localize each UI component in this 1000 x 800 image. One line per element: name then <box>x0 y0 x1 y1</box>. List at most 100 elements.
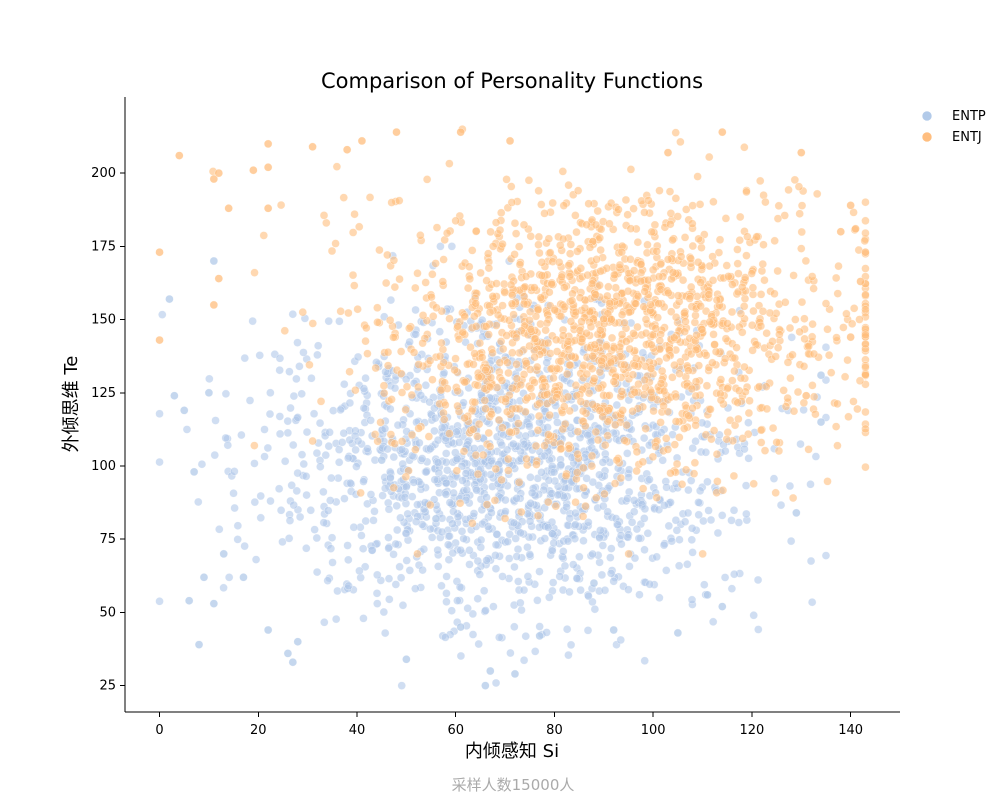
entj-point <box>804 342 813 351</box>
entp-point <box>470 459 480 468</box>
entp-point <box>623 533 633 542</box>
entj-point <box>495 358 505 367</box>
entp-point <box>639 433 649 443</box>
entj-point <box>392 127 401 137</box>
entj-point <box>526 384 536 393</box>
entj-point <box>514 242 524 251</box>
entp-point <box>237 430 246 440</box>
entj-point <box>684 366 693 375</box>
entp-point <box>413 500 422 509</box>
entj-point <box>572 391 582 400</box>
entj-point <box>460 413 469 423</box>
entj-point <box>849 397 858 406</box>
entj-point <box>808 381 817 390</box>
entj-point <box>484 263 494 273</box>
entp-point <box>389 452 399 462</box>
entj-point <box>692 330 701 340</box>
entj-point <box>603 431 612 440</box>
entp-point <box>373 570 382 580</box>
entj-point <box>823 477 832 486</box>
entj-point <box>453 401 462 411</box>
entj-point <box>411 445 420 454</box>
entp-point <box>584 518 593 527</box>
entj-point <box>606 358 616 367</box>
entj-point <box>468 519 477 528</box>
entj-point <box>861 462 870 472</box>
entp-point <box>445 531 454 541</box>
entj-point <box>797 227 806 237</box>
entj-point <box>376 418 385 427</box>
chart-title: Comparison of Personality Functions <box>321 69 703 93</box>
entj-point <box>567 296 577 305</box>
entj-point <box>602 342 611 351</box>
entp-point <box>405 337 414 347</box>
entp-point <box>544 476 554 485</box>
entj-point <box>781 298 790 307</box>
entp-point <box>401 528 411 538</box>
entj-point <box>712 449 722 459</box>
entp-point <box>564 650 573 660</box>
entj-point <box>712 295 722 305</box>
entj-point <box>534 411 544 421</box>
entj-point <box>790 175 800 185</box>
entp-point <box>336 405 345 415</box>
entp-point <box>398 601 408 610</box>
entp-point <box>402 482 411 492</box>
entj-point <box>541 325 550 335</box>
entp-point <box>436 242 445 251</box>
entp-point <box>433 458 443 467</box>
entj-point <box>833 441 842 450</box>
entj-point <box>654 272 664 281</box>
entp-point <box>473 594 482 603</box>
entp-point <box>463 604 472 613</box>
entj-point <box>480 396 490 405</box>
entj-point <box>708 358 717 368</box>
entp-point <box>361 516 370 526</box>
entj-point <box>573 186 583 195</box>
entj-point <box>756 321 766 331</box>
entj-point <box>214 274 224 283</box>
entj-point <box>441 400 450 410</box>
entj-point <box>460 377 469 387</box>
entj-point <box>839 323 848 332</box>
entp-point <box>337 438 347 447</box>
entj-point <box>418 311 428 320</box>
entj-point <box>350 209 359 219</box>
entj-point <box>332 162 342 171</box>
y-ticks: 25 50 75 100 125 150 175 200 <box>91 166 125 694</box>
entj-point <box>505 427 514 437</box>
entp-point <box>469 509 479 518</box>
entj-point <box>676 137 685 147</box>
entp-point <box>664 521 674 531</box>
entj-point <box>526 232 535 241</box>
entj-point <box>545 410 554 420</box>
entj-point <box>471 450 481 460</box>
entj-point <box>512 333 521 343</box>
entj-point <box>663 148 673 157</box>
entp-point <box>299 348 308 357</box>
entj-point <box>644 196 653 205</box>
entp-point <box>468 609 478 619</box>
entj-point <box>625 276 635 285</box>
entp-point <box>483 522 493 531</box>
entp-point <box>442 465 452 475</box>
entp-point <box>426 444 435 453</box>
entj-point <box>578 406 588 416</box>
entp-point <box>361 373 370 383</box>
entp-point <box>400 493 410 502</box>
entp-point <box>456 651 466 661</box>
entj-point <box>666 219 675 229</box>
entp-point <box>289 391 299 401</box>
entp-point <box>481 606 490 615</box>
entj-point <box>680 233 690 242</box>
entj-point <box>544 497 553 507</box>
entj-point <box>414 360 423 369</box>
entj-point <box>373 318 382 327</box>
entj-point <box>861 247 870 257</box>
entp-point <box>448 519 457 528</box>
entj-point <box>451 216 460 226</box>
entj-point <box>600 489 609 499</box>
entj-point <box>733 259 742 268</box>
entp-point <box>431 514 441 523</box>
entj-point <box>566 317 576 326</box>
